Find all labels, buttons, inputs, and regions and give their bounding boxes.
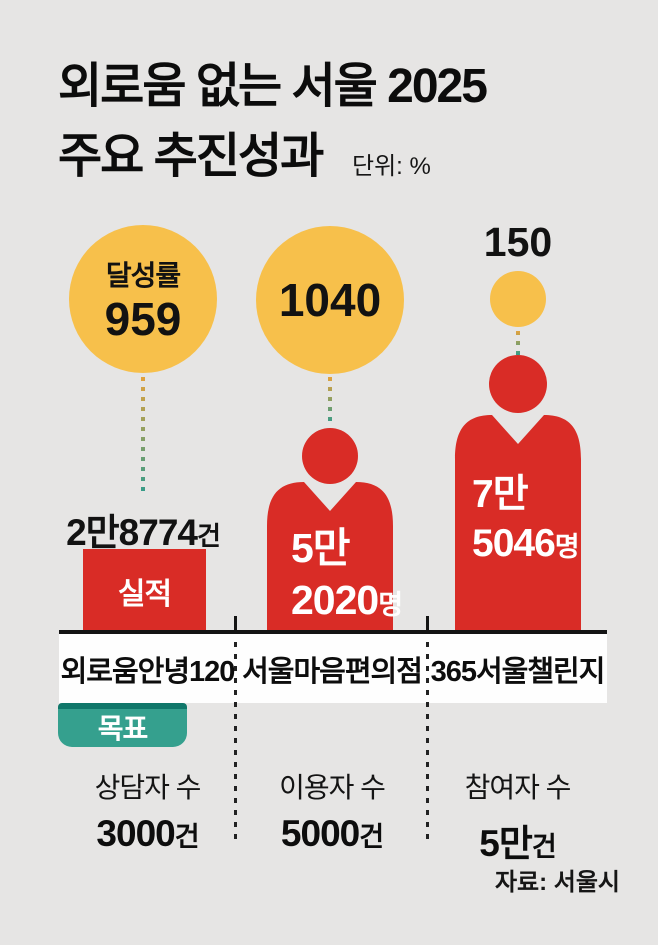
goal-tag: 목표	[97, 712, 149, 744]
actual-value-2: 5만 2020명	[291, 522, 403, 631]
unit-note: 단위: %	[352, 153, 431, 180]
axis-tick-1	[234, 616, 237, 632]
person-icon-2	[267, 428, 393, 632]
rate-label: 달성률	[105, 259, 181, 291]
axis-line	[59, 630, 607, 634]
axis-tick-2	[426, 616, 429, 632]
goal-col-1: 상담자 수 3000건	[59, 766, 236, 855]
goal-metric-3: 참여자 수	[464, 772, 572, 803]
rate-value-1: 959	[104, 292, 182, 345]
goal-unit-1: 건	[174, 822, 200, 852]
goal-value-2: 5000건	[280, 813, 384, 854]
dashed-connector-2	[328, 377, 332, 426]
page-title: 외로움 없는 서울 2025 주요 추진성과	[58, 52, 488, 192]
goal-unit-2: 건	[359, 822, 384, 852]
actual-tag: 실적	[117, 577, 172, 611]
rate-value-2: 1040	[278, 273, 382, 326]
page-title-line1: 외로움 없는 서울 2025	[58, 60, 488, 113]
program-band	[59, 634, 607, 703]
program-label-1: 외로움안녕120	[60, 655, 236, 688]
actual-value-1-number: 2만8774	[66, 512, 198, 553]
actual-value-2-line2: 2020명	[291, 577, 403, 623]
goal-col-2: 이용자 수 5000건	[236, 766, 428, 855]
actual-value-3-line1: 7만	[472, 473, 529, 516]
rate-balloon-2: 1040	[256, 226, 404, 374]
goal-col-3: 참여자 수 5만건	[428, 766, 607, 867]
goal-ribbon: 목표	[58, 703, 187, 747]
actual-value-3-unit: 명	[554, 532, 580, 562]
actual-value-2-line1: 5만	[291, 525, 351, 571]
column-divider-2	[426, 642, 429, 843]
column-divider-1	[234, 642, 237, 843]
goal-value-1: 3000건	[96, 813, 200, 854]
actual-value-1: 2만8774건	[13, 502, 273, 556]
person-icon-3	[455, 355, 581, 632]
actual-value-3-line2: 5046명	[472, 522, 580, 565]
rate-balloon-1: 달성률 959	[69, 225, 217, 373]
goal-unit-3: 건	[531, 832, 557, 862]
dashed-connector-1	[141, 377, 145, 497]
actual-bar: 실적	[83, 549, 206, 632]
goal-metric-1: 상담자 수	[94, 772, 202, 803]
source-credit: 자료: 서울시	[494, 869, 620, 896]
goal-value-3: 5만건	[479, 823, 557, 864]
actual-value-3: 7만 5046명	[472, 470, 580, 572]
goal-metric-2: 이용자 수	[279, 772, 386, 803]
actual-value-1-unit: 건	[197, 521, 221, 551]
program-label-2: 서울마음편의점	[242, 655, 423, 688]
rate-balloon-3	[490, 271, 546, 327]
dashed-connector-3	[516, 331, 520, 356]
actual-value-2-unit: 명	[378, 590, 403, 620]
program-label-3: 365서울챌린지	[430, 655, 606, 688]
rate-value-3: 150	[483, 219, 553, 265]
page-title-line2: 주요 추진성과	[58, 130, 324, 183]
